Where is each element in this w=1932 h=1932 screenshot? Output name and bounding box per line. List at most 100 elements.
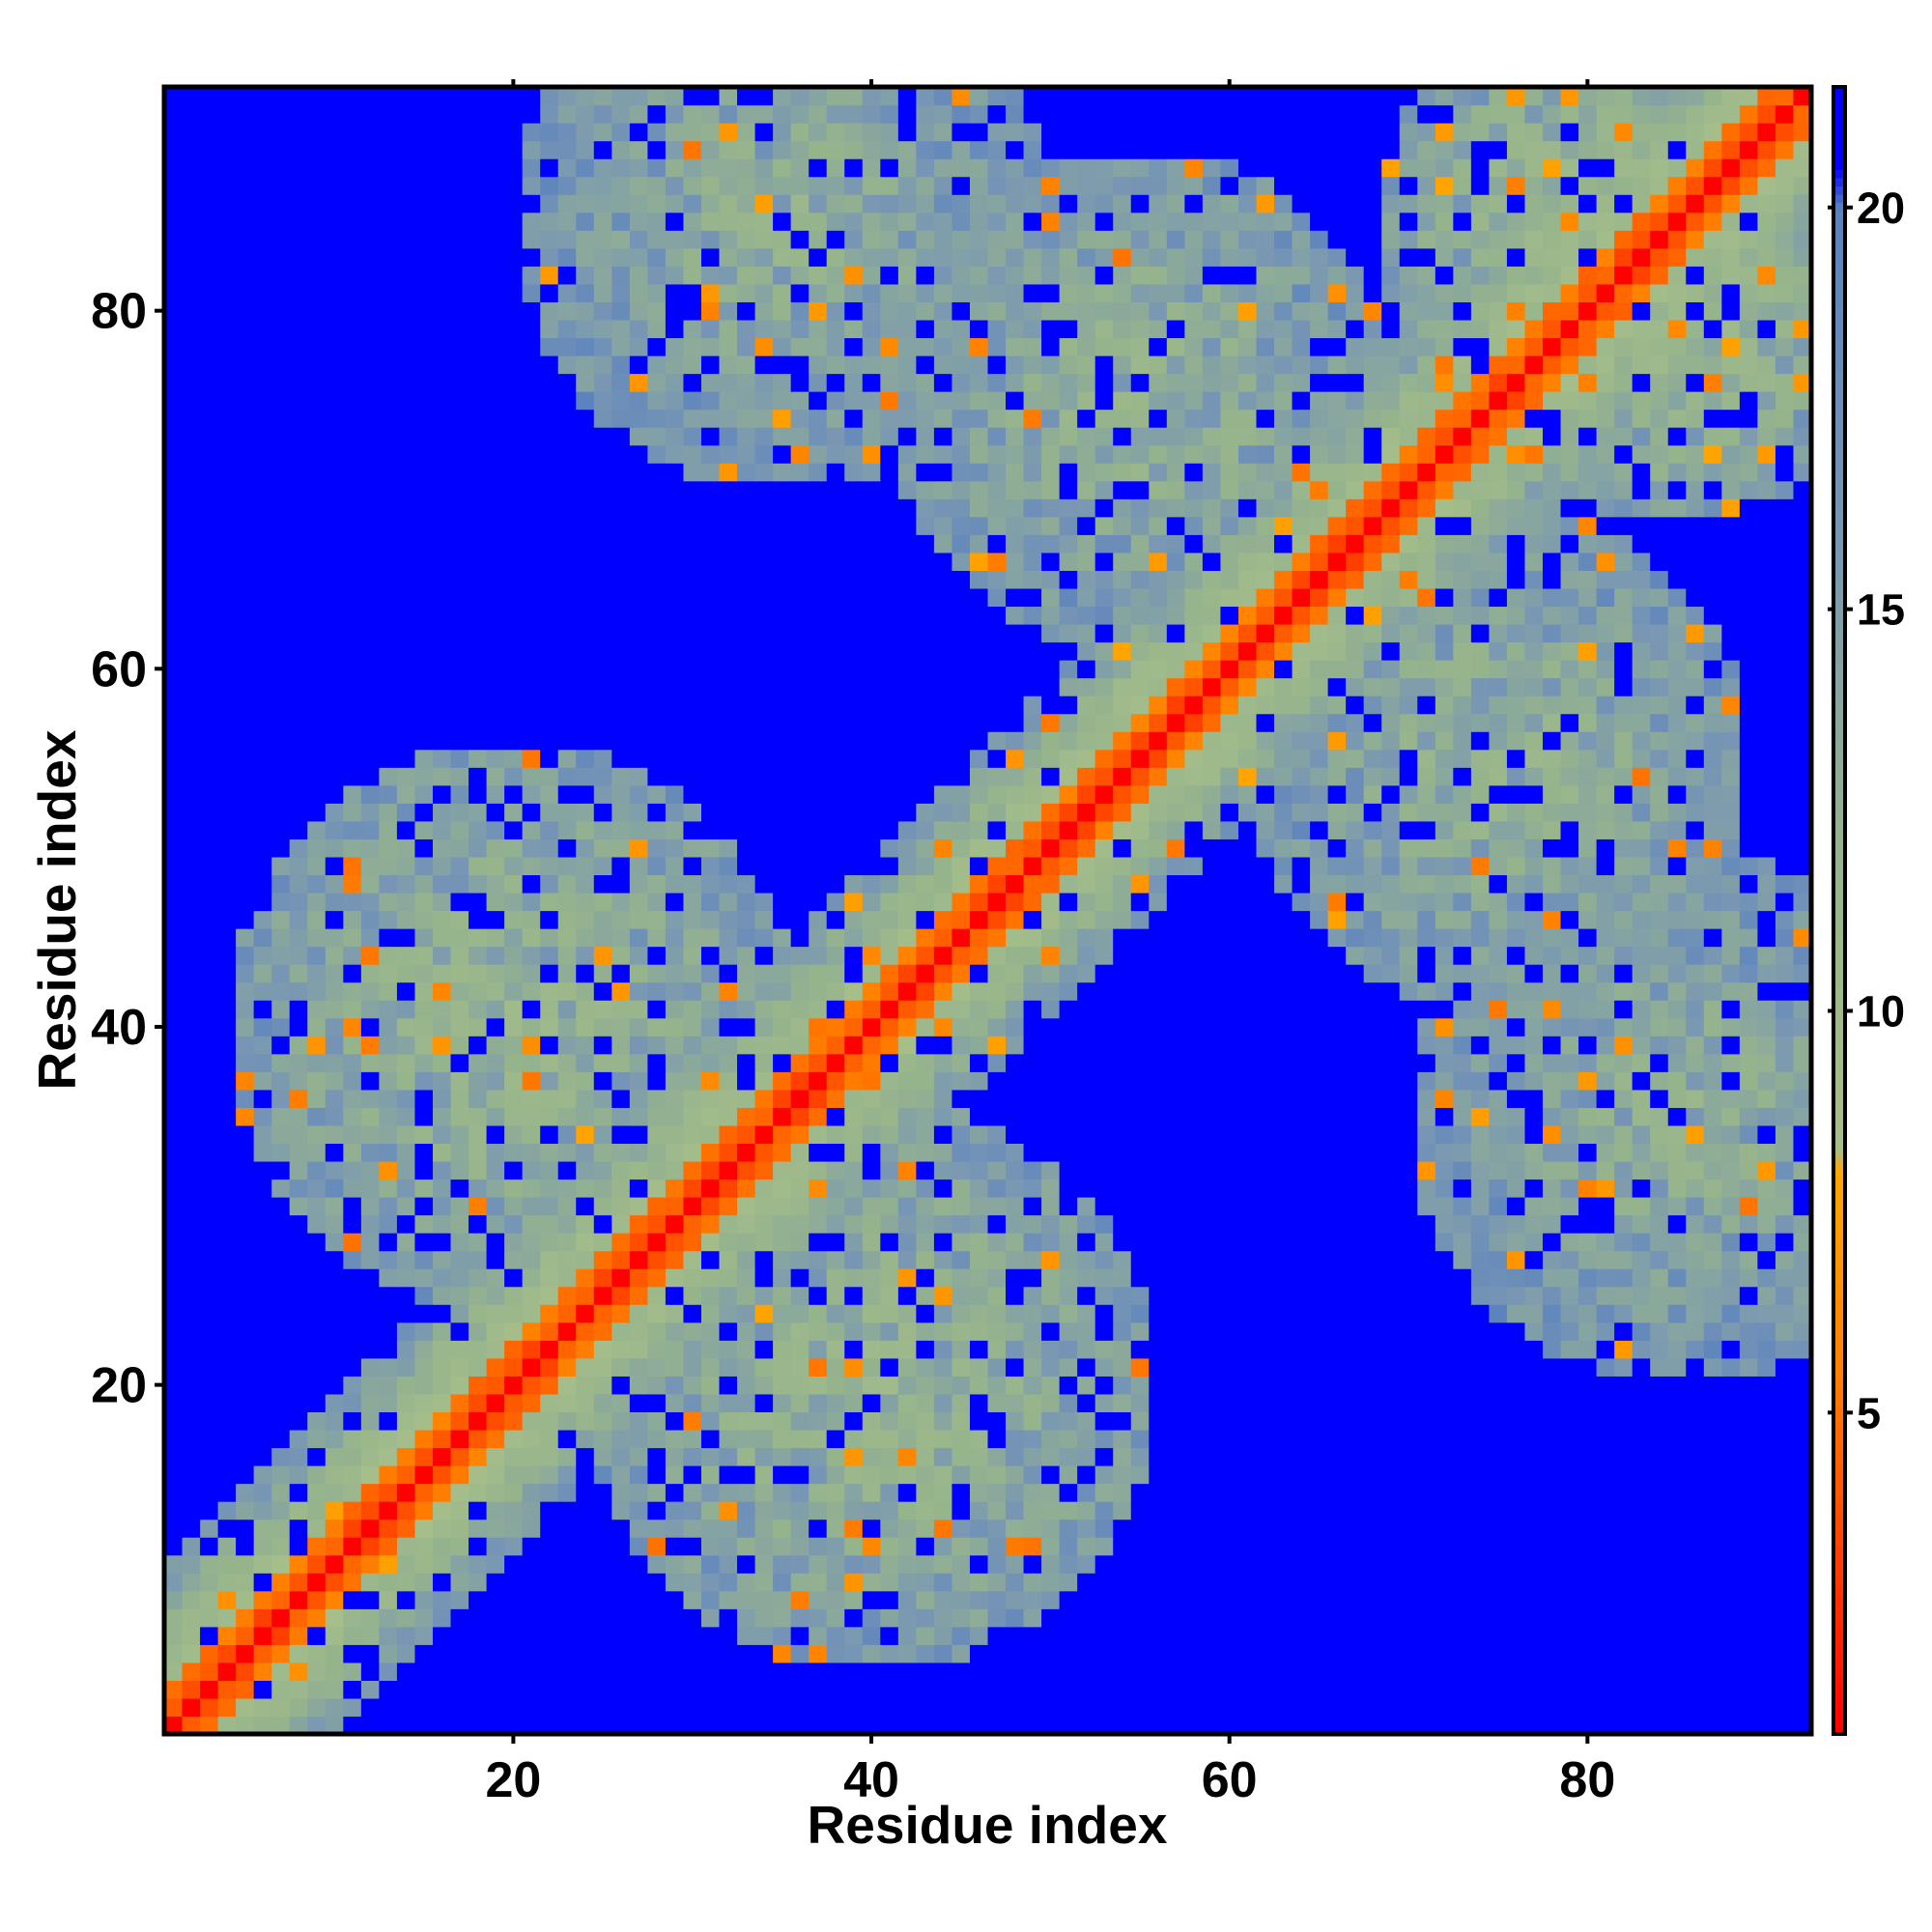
heatmap-cell	[1560, 1179, 1579, 1198]
heatmap-cell	[1310, 928, 1329, 948]
heatmap-cell	[952, 1089, 971, 1108]
heatmap-cell	[360, 838, 380, 858]
heatmap-cell	[790, 1000, 810, 1019]
heatmap-cell	[450, 1626, 469, 1645]
heatmap-cell	[253, 1447, 272, 1466]
heatmap-cell	[1470, 1197, 1491, 1216]
heatmap-cell	[773, 1000, 792, 1019]
heatmap-cell	[1703, 1411, 1722, 1431]
heatmap-cell	[1292, 874, 1311, 894]
heatmap-cell	[862, 1143, 881, 1162]
heatmap-cell	[182, 1143, 201, 1162]
heatmap-cell	[593, 1250, 612, 1269]
heatmap-cell	[1363, 1447, 1382, 1466]
heatmap-cell	[1614, 946, 1634, 965]
heatmap-cell	[1256, 1537, 1275, 1556]
heatmap-cell	[1237, 1000, 1258, 1019]
heatmap-cell	[1023, 1662, 1042, 1681]
heatmap-cell	[522, 1053, 541, 1072]
heatmap-cell	[396, 1160, 416, 1180]
heatmap-cell	[557, 1697, 577, 1718]
heatmap-cell	[164, 1429, 184, 1449]
heatmap-cell	[754, 1447, 774, 1466]
heatmap-cell	[522, 1644, 541, 1663]
heatmap-cell	[1237, 1447, 1258, 1466]
heatmap-cell	[1363, 981, 1382, 1001]
heatmap-cell	[719, 928, 738, 948]
heatmap-cell	[271, 1501, 291, 1520]
heatmap-cell	[1453, 1554, 1472, 1574]
heatmap-cell	[683, 1447, 702, 1466]
heatmap-cell	[809, 1286, 828, 1305]
heatmap-cell	[1166, 1124, 1185, 1145]
heatmap-cell	[450, 1179, 469, 1198]
heatmap-cell	[360, 1321, 380, 1341]
heatmap-cell	[1686, 1233, 1705, 1252]
heatmap-cell	[450, 803, 469, 822]
heatmap-cell	[200, 928, 219, 948]
heatmap-cell	[790, 1340, 810, 1359]
heatmap-cell	[1220, 1608, 1239, 1628]
heatmap-cell	[1149, 1017, 1168, 1037]
heatmap-cell	[1184, 1680, 1204, 1699]
heatmap-cell	[952, 981, 971, 1001]
heatmap-cell	[1417, 1179, 1436, 1198]
heatmap-cell	[1274, 1716, 1293, 1735]
heatmap-cell	[325, 1501, 344, 1520]
heatmap-cell	[289, 1304, 308, 1323]
heatmap-cell	[1077, 1179, 1096, 1198]
heatmap-cell	[343, 1000, 362, 1019]
heatmap-cell	[557, 1501, 577, 1520]
heatmap-cell	[1417, 1304, 1436, 1323]
heatmap-cell	[754, 1716, 774, 1735]
heatmap-cell	[504, 1608, 524, 1628]
heatmap-cell	[809, 1483, 828, 1502]
heatmap-cell	[271, 803, 291, 822]
heatmap-cell	[1130, 1107, 1150, 1126]
heatmap-cell	[1166, 820, 1185, 839]
heatmap-cell	[1077, 1680, 1096, 1699]
heatmap-cell	[754, 1357, 774, 1377]
heatmap-cell	[432, 981, 452, 1001]
heatmap-cell	[1578, 1411, 1598, 1431]
heatmap-cell	[987, 946, 1007, 965]
heatmap-cell	[1184, 1107, 1204, 1126]
heatmap-cell	[737, 1483, 756, 1502]
heatmap-cell	[1130, 892, 1150, 912]
heatmap-cell	[826, 1250, 845, 1269]
heatmap-cell	[1614, 1036, 1634, 1055]
heatmap-cell	[1023, 803, 1042, 822]
heatmap-cell	[396, 1197, 416, 1216]
heatmap-cell	[647, 1071, 667, 1091]
heatmap-cell	[933, 1071, 953, 1091]
heatmap-cell	[1650, 1680, 1669, 1699]
heatmap-cell	[504, 767, 524, 786]
heatmap-cell	[450, 1268, 469, 1288]
heatmap-cell	[1417, 1608, 1436, 1628]
heatmap-cell	[1435, 1483, 1454, 1502]
heatmap-cell	[540, 1501, 559, 1520]
heatmap-cell	[1417, 1053, 1436, 1072]
heatmap-cell	[1757, 1697, 1776, 1718]
heatmap-cell	[1327, 767, 1347, 786]
heatmap-cell	[987, 1554, 1007, 1574]
heatmap-cell	[844, 1662, 864, 1681]
heatmap-cell	[647, 1036, 667, 1055]
heatmap-cell	[557, 1304, 577, 1323]
heatmap-cell	[164, 856, 184, 876]
heatmap-cell	[1632, 1071, 1651, 1091]
heatmap-cell	[414, 1662, 434, 1681]
heatmap-cell	[1470, 1250, 1491, 1269]
heatmap-cell	[1470, 1000, 1491, 1019]
heatmap-cell	[486, 1124, 505, 1145]
heatmap-cell	[897, 910, 917, 929]
heatmap-cell	[1524, 1286, 1544, 1305]
heatmap-cell	[1775, 1376, 1795, 1395]
heatmap-cell	[1327, 1554, 1347, 1574]
heatmap-cell	[307, 767, 327, 786]
heatmap-cell	[432, 767, 452, 786]
heatmap-cell	[1453, 946, 1472, 965]
heatmap-cell	[379, 1179, 398, 1198]
heatmap-cell	[862, 1573, 881, 1592]
heatmap-cell	[360, 1286, 380, 1305]
